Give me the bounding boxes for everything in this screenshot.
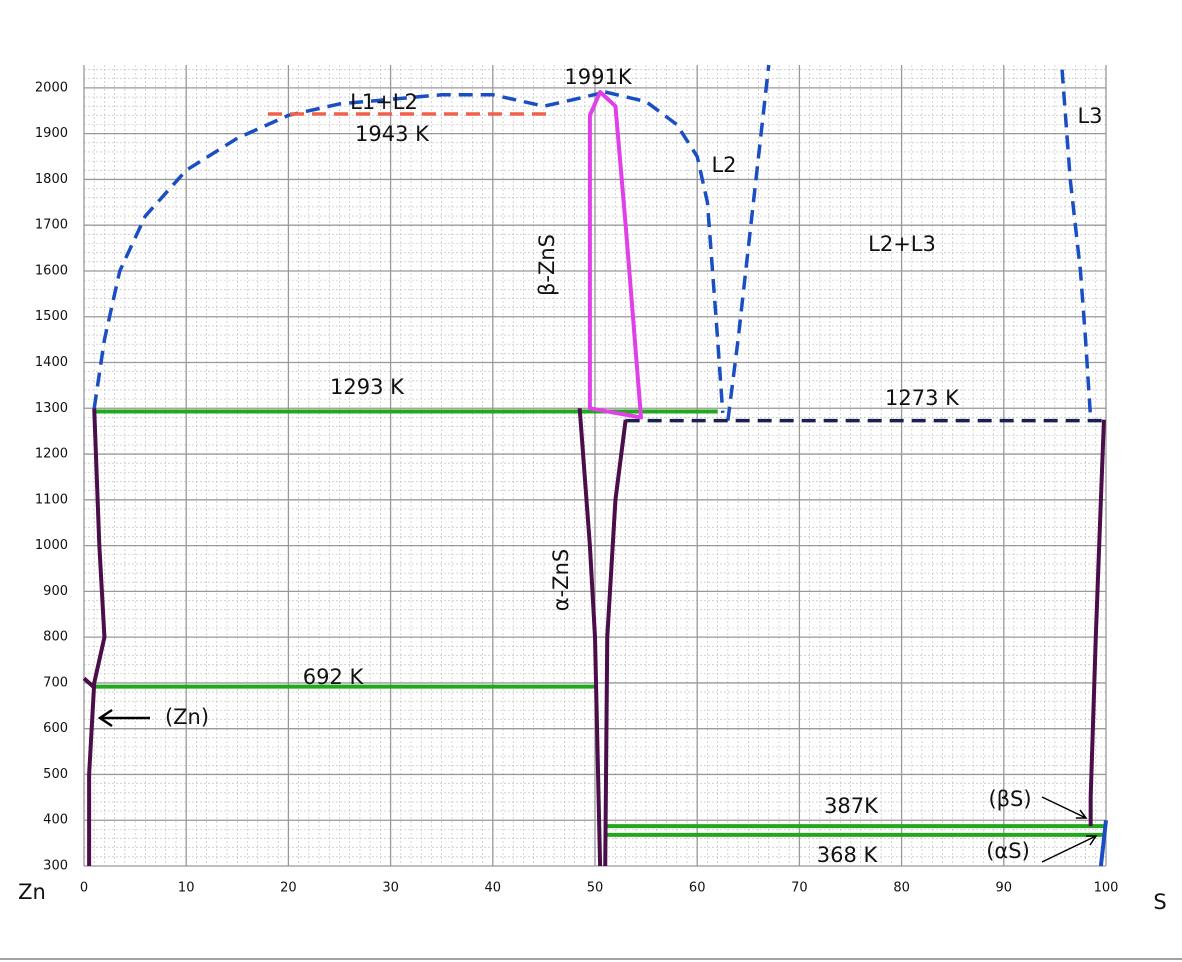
phase-line <box>82 676 96 689</box>
annotation: 1991K <box>564 65 632 89</box>
x-tick-label: 100 <box>1094 881 1119 896</box>
annotation: 1273 K <box>885 386 960 410</box>
phase-line <box>87 408 107 866</box>
annotation: 1293 K <box>330 375 405 399</box>
phase-line <box>604 90 725 413</box>
y-tick-label: 1100 <box>35 492 68 507</box>
y-tick-label: 1200 <box>35 447 68 462</box>
y-tick-label: 700 <box>43 675 68 690</box>
phase-line <box>1098 820 1108 867</box>
y-tick-label: 1900 <box>35 126 68 141</box>
y-tick-label: 1500 <box>35 309 68 324</box>
y-tick-label: 900 <box>43 584 68 599</box>
phase-line <box>587 90 643 420</box>
phase-line <box>726 64 771 421</box>
annotation: L1+L2 <box>350 90 418 114</box>
x-right-label: S <box>1153 890 1166 914</box>
y-tick-label: 400 <box>43 813 68 828</box>
x-tick-label: 10 <box>178 881 195 896</box>
phase-line <box>577 408 603 867</box>
annotation: (αS) <box>986 839 1030 863</box>
arrow <box>97 708 150 728</box>
y-tick-label: 500 <box>43 767 68 782</box>
y-tick-label: 600 <box>43 721 68 736</box>
annotation: L2+L3 <box>868 232 936 256</box>
annotation: 387K <box>824 794 879 818</box>
annotation: (Zn) <box>165 705 209 729</box>
y-tick-label: 1600 <box>35 263 68 278</box>
y-tick-label: 1700 <box>35 218 68 233</box>
y-tick-label: 1000 <box>35 538 68 553</box>
phase-line <box>1060 69 1093 420</box>
x-tick-label: 30 <box>382 881 399 896</box>
arrow <box>1041 835 1098 863</box>
arrow <box>1041 796 1088 819</box>
y-tick-label: 1300 <box>35 401 68 416</box>
y-tick-label: 1800 <box>35 172 68 187</box>
phase-line <box>603 419 628 867</box>
x-left-label: Zn <box>18 880 46 904</box>
x-tick-label: 90 <box>996 881 1013 896</box>
x-tick-label: 0 <box>80 881 88 896</box>
x-tick-label: 80 <box>893 881 910 896</box>
annotation: L3 <box>1077 104 1102 128</box>
annotation: (βS) <box>988 787 1031 811</box>
annotation: β-ZnS <box>535 234 559 296</box>
y-tick-label: 800 <box>43 630 68 645</box>
annotation: 1943 K <box>355 122 430 146</box>
annotation: 692 K <box>303 665 365 689</box>
phase-line <box>92 90 606 409</box>
x-tick-label: 70 <box>791 881 808 896</box>
phase-line <box>1088 419 1106 827</box>
annotation: α-ZnS <box>549 549 573 611</box>
x-tick-label: 50 <box>587 881 604 896</box>
x-tick-label: 60 <box>689 881 706 896</box>
annotation: L2 <box>711 153 736 177</box>
annotation: 368 K <box>817 843 879 867</box>
y-tick-label: 1400 <box>35 355 68 370</box>
y-tick-label: 300 <box>43 859 68 874</box>
y-tick-label: 2000 <box>35 80 68 95</box>
x-tick-label: 20 <box>280 881 297 896</box>
x-tick-label: 40 <box>485 881 502 896</box>
